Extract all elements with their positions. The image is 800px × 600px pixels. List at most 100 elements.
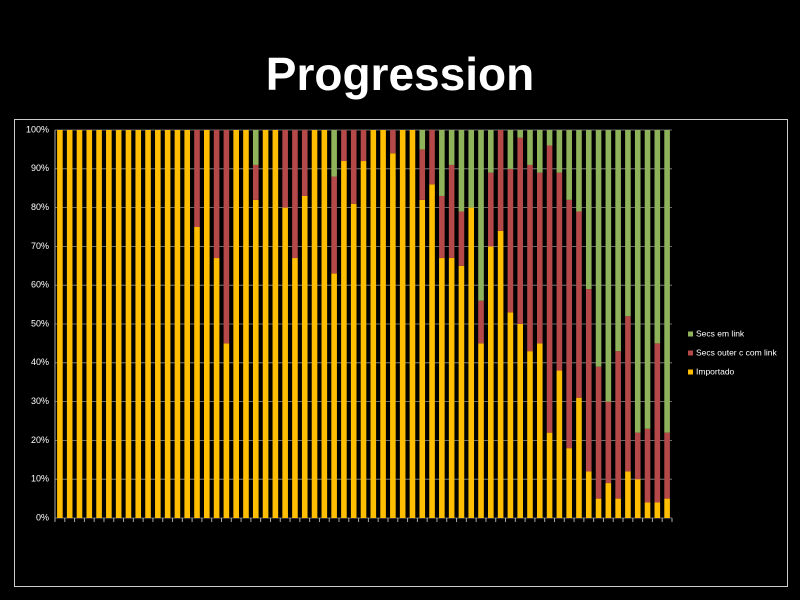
bar-segment — [576, 211, 582, 398]
bar-segment — [360, 130, 367, 162]
bar-segment — [468, 130, 475, 208]
bar-segment — [419, 130, 426, 150]
bar-segment — [585, 471, 592, 518]
y-tick-label: 90% — [31, 163, 49, 173]
bar-segment — [96, 130, 102, 518]
bar-segment — [390, 153, 396, 518]
bar-segment — [252, 199, 259, 518]
bar-segment — [634, 432, 641, 480]
bar-segment — [585, 130, 592, 290]
bar-segment — [252, 164, 259, 200]
bar-segment — [301, 195, 308, 518]
legend-label: Secs em link — [696, 328, 745, 338]
bar-segment — [262, 130, 269, 518]
bar-segment — [233, 130, 239, 518]
bar-segment — [536, 343, 543, 518]
bar-segment — [125, 130, 132, 518]
bar-segment — [644, 428, 651, 503]
bar-segment — [488, 246, 494, 518]
bar-segment — [272, 130, 279, 518]
bar-segment — [439, 130, 445, 196]
bar-segment — [448, 130, 455, 165]
bar-segment — [634, 130, 641, 433]
bar-segment — [615, 351, 621, 499]
bar-segment — [605, 483, 612, 518]
bar-segment — [507, 130, 514, 169]
bar-segment — [213, 258, 220, 518]
bar-segment — [556, 370, 563, 518]
bar-segment — [664, 432, 670, 499]
bar-segment — [625, 130, 631, 317]
bar-segment — [282, 207, 288, 518]
y-tick-label: 100% — [26, 124, 49, 134]
legend-label: Secs outer c com link — [696, 347, 778, 357]
bar-segment — [566, 130, 572, 200]
bar-segment — [507, 168, 514, 313]
bar-segment — [252, 130, 259, 165]
bar-segment — [321, 130, 328, 518]
bar-segment — [546, 130, 553, 146]
bar-segment — [654, 343, 661, 503]
bar-segment — [429, 130, 435, 185]
bar-segment — [429, 184, 435, 518]
bar-segment — [536, 130, 543, 173]
legend-label: Importado — [696, 366, 735, 376]
bar-segment — [350, 130, 357, 204]
bar-segment — [439, 195, 445, 259]
bar-segment — [654, 130, 661, 344]
bar-segment — [595, 130, 602, 367]
bar-segment — [527, 351, 533, 518]
bar-segment — [644, 130, 651, 429]
bar-segment — [625, 316, 631, 472]
bar-segment — [644, 502, 651, 518]
bar-segment — [282, 130, 288, 208]
bar-segment — [625, 471, 631, 518]
bar-segment — [419, 199, 426, 518]
bar-segment — [497, 130, 504, 231]
bar-segment — [664, 130, 670, 433]
bar-segment — [458, 265, 465, 518]
bar-segment — [115, 130, 122, 518]
bar-segment — [57, 130, 63, 518]
bar-segment — [478, 343, 484, 518]
bar-segment — [311, 130, 318, 518]
bar-segment — [458, 211, 465, 266]
bar-segment — [448, 164, 455, 259]
bar-segment — [527, 164, 533, 352]
bar-segment — [292, 258, 298, 518]
bar-segment — [184, 130, 191, 518]
bar-segment — [546, 432, 553, 518]
bar-segment — [399, 130, 406, 518]
bar-segment — [517, 130, 523, 138]
bar-segment — [566, 199, 572, 449]
legend-swatch — [688, 350, 693, 356]
bar-segment — [341, 130, 347, 162]
bar-segment — [507, 312, 514, 518]
bar-segment — [488, 130, 494, 173]
bar-segment — [458, 130, 465, 212]
bar-segment — [585, 289, 592, 472]
legend-swatch — [688, 369, 693, 375]
bar-segment — [213, 130, 220, 259]
bar-segment — [341, 161, 347, 519]
chart-title: Progression — [266, 48, 534, 100]
bar-segment — [301, 130, 308, 196]
y-tick-label: 0% — [36, 512, 49, 522]
bar-segment — [243, 130, 249, 518]
bar-segment — [654, 502, 661, 518]
y-tick-label: 70% — [31, 241, 49, 251]
bar-segment — [664, 498, 670, 518]
bar-segment — [576, 130, 582, 212]
y-tick-label: 60% — [31, 280, 49, 290]
y-tick-label: 10% — [31, 474, 49, 484]
bar-segment — [86, 130, 93, 518]
bar-segment — [517, 137, 523, 324]
bar-segment — [517, 324, 523, 518]
y-tick-label: 80% — [31, 202, 49, 212]
bar-segment — [223, 130, 230, 344]
bar-segment — [546, 145, 553, 433]
bar-segment — [566, 448, 572, 518]
bar-segment — [488, 172, 494, 247]
